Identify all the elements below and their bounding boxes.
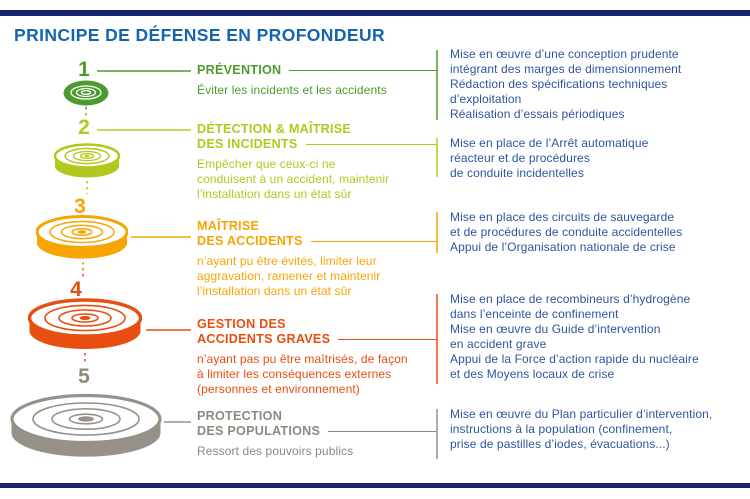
level-1-number: 1 [78, 58, 90, 81]
level-4-description: n’ayant pas pu être maîtrisés, de façon … [197, 352, 408, 396]
page-title: PRINCIPE DE DÉFENSE EN PROFONDEUR [14, 25, 386, 45]
level-3-measures: Mise en place des circuits de sauvegarde… [450, 210, 683, 254]
level-1-label: PRÉVENTION [197, 63, 282, 77]
level-3-label-block: MAÎTRISE DES ACCIDENTS n’ayant pu être é… [197, 219, 437, 299]
level-3-description: n’ayant pu être évités, limiter leur agg… [197, 254, 381, 298]
level-3-label: DES ACCIDENTS [197, 234, 303, 248]
level-2-label-top: DÉTECTION & MAÎTRISE [197, 122, 352, 136]
level-1-label-block: PRÉVENTION Éviter les incidents et les a… [197, 63, 437, 98]
level-5-label-block: PROTECTION DES POPULATIONS Ressort des p… [197, 409, 437, 459]
level-5-label-line [328, 431, 437, 432]
ripple-disc-orange-icon [36, 215, 128, 259]
level-1-label-line [289, 70, 437, 71]
level-4-label-block: GESTION DES ACCIDENTS GRAVES n’ayant pas… [197, 317, 437, 397]
level-3-label-top: MAÎTRISE [197, 219, 260, 233]
level-4-label-top: GESTION DES [197, 317, 286, 331]
bottom-divider-bar [0, 483, 750, 488]
level-5-label-top: PROTECTION [197, 409, 283, 423]
level-1-description: Éviter les incidents et les accidents [197, 83, 387, 97]
level-1-measures: Mise en œuvre d’une conception prudente … [450, 47, 682, 121]
level-3-number: 3 [74, 195, 86, 218]
level-2-label-line [305, 144, 437, 145]
level-4-label: ACCIDENTS GRAVES [197, 332, 331, 346]
level-4-label-line [338, 339, 437, 340]
ripple-disc-lime-icon [54, 143, 120, 178]
level-3-label-line [310, 241, 437, 242]
level-5-number: 5 [78, 365, 90, 388]
ripple-disc-gray-icon [10, 393, 162, 457]
ripple-disc-red-icon [28, 298, 142, 349]
level-4-number: 4 [70, 278, 82, 301]
level-4-measures: Mise en place de recombineurs d’hydrogèn… [450, 292, 699, 381]
level-5-description: Ressort des pouvoirs publics [197, 444, 354, 458]
level-2-number: 2 [78, 116, 90, 139]
level-5-label: DES POPULATIONS [197, 424, 321, 438]
level-2-description: Empêcher que ceux-ci ne conduisent à un … [197, 157, 390, 201]
level-2-label: DES INCIDENTS [197, 137, 298, 151]
level-5-measures: Mise en œuvre du Plan particulier d’inte… [450, 407, 713, 451]
ripple-disc-green-icon [63, 80, 109, 106]
level-2-label-block: DÉTECTION & MAÎTRISE DES INCIDENTS Empêc… [197, 122, 437, 202]
level-2-measures: Mise en place de l’Arrêt automatique réa… [450, 136, 649, 180]
top-divider-bar [0, 10, 750, 16]
